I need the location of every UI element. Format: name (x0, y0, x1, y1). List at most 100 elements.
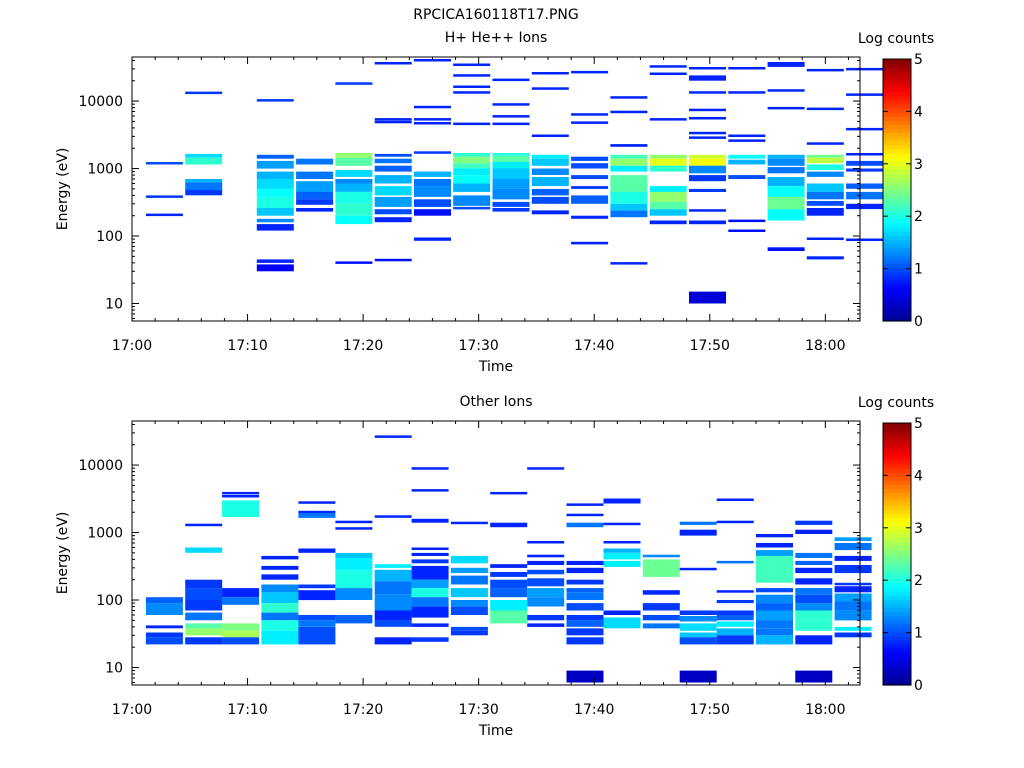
heatmap-cell (296, 191, 334, 200)
colorbar-tick-label: 3 (914, 521, 923, 537)
heatmap-cell (806, 142, 844, 145)
heatmap-cell (298, 501, 336, 504)
colorbar-segment (883, 676, 911, 682)
colorbar-segment (883, 455, 911, 461)
colorbar-segment (883, 292, 911, 298)
colorbar-segment (883, 59, 911, 64)
heatmap-cell (603, 498, 641, 504)
heatmap-cell (834, 555, 872, 561)
y-tick-label: 1000 (87, 526, 123, 542)
heatmap-cell (450, 555, 488, 564)
heatmap-cell (411, 606, 449, 618)
heatmap-cell (492, 168, 530, 179)
heatmap-cell (571, 121, 609, 124)
colorbar-segment (883, 549, 911, 555)
heatmap-cell (453, 175, 491, 184)
heatmap-cell (492, 179, 530, 189)
heatmap-cell (222, 495, 260, 498)
colorbar-segment (883, 492, 911, 498)
heatmap-cell (527, 569, 565, 575)
heatmap-cell (689, 117, 726, 120)
heatmap-cell (335, 558, 373, 570)
colorbar-segment (883, 218, 911, 224)
heatmap-cell (185, 153, 223, 158)
colorbar-segment (883, 304, 911, 310)
heatmap-cell (531, 188, 569, 196)
heatmap-cell (296, 181, 334, 192)
colorbar-segment (883, 504, 911, 510)
heatmap-cell (610, 203, 648, 211)
heatmap-cell (298, 590, 336, 601)
colorbar-segment (883, 648, 911, 653)
colorbar-segment (883, 488, 911, 494)
colorbar-segment (883, 177, 911, 183)
heatmap-cell (571, 241, 609, 245)
heatmap-cell (806, 164, 844, 170)
heatmap-cell (716, 621, 754, 627)
heatmap-cell (185, 600, 223, 611)
heatmap-cell (795, 520, 833, 525)
colorbar-segment (883, 578, 911, 584)
colorbar-segment (883, 312, 911, 318)
colorbar-segment (883, 447, 911, 453)
heatmap-cell (527, 623, 565, 627)
colorbar-segment (883, 63, 911, 68)
colorbar-segment (883, 423, 911, 428)
colorbar-segment (883, 271, 911, 277)
heatmap-cell (679, 623, 717, 631)
colorbar-tick-label: 4 (914, 468, 923, 484)
x-tick-label: 17:10 (227, 702, 267, 718)
colorbar-segment (883, 639, 911, 645)
heatmap-cell (846, 191, 884, 200)
colorbar: 0 1 2 3 4 5 (882, 416, 923, 694)
heatmap-cell (689, 131, 726, 135)
colorbar-segment (883, 284, 911, 289)
x-tick-label: 17:00 (112, 702, 152, 718)
heatmap-cell (261, 620, 299, 631)
heatmap-cell (414, 171, 451, 177)
colorbar-segment (883, 619, 911, 625)
heatmap-cell (296, 199, 334, 205)
heatmap-cell (261, 592, 299, 604)
colorbar-segment (883, 247, 911, 252)
colorbar-segment (883, 439, 911, 445)
heatmap-cell (261, 565, 299, 570)
heatmap-cell (767, 196, 805, 210)
colorbar-tick-label: 2 (914, 209, 923, 225)
colorbar-segment (883, 181, 911, 187)
colorbar-segment (883, 128, 911, 134)
colorbar-segment (883, 75, 911, 81)
heatmap-cell (767, 89, 805, 92)
heatmap-cell (414, 237, 451, 241)
heatmap-cell (450, 606, 488, 615)
heatmap-cell (566, 620, 604, 627)
colorbar-segment (883, 496, 911, 502)
colorbar-segment (883, 99, 911, 105)
heatmap-cell (185, 637, 223, 645)
heatmap-cell (566, 615, 604, 621)
heatmap-cell (531, 72, 569, 75)
colorbar-segment (883, 71, 911, 76)
colorbar-segment (883, 574, 911, 580)
heatmap-cell (806, 183, 844, 192)
heatmap-cell (414, 179, 451, 187)
colorbar-segment (883, 611, 911, 616)
heatmap-cell (411, 552, 449, 556)
heatmap-cell (566, 637, 604, 645)
heatmap-cell (571, 175, 609, 179)
heatmap-cell (411, 559, 449, 564)
heatmap-cell (603, 548, 641, 553)
y-axis: 10 100 1000 10000 (78, 423, 860, 683)
heatmap-cell (679, 632, 717, 638)
heatmap-cell (610, 158, 648, 166)
colorbar-segment (883, 140, 911, 146)
colorbar: 0 1 2 3 4 5 (882, 52, 923, 330)
x-tick-label: 17:30 (458, 338, 498, 354)
heatmap-cell (453, 153, 491, 157)
heatmap-cell (298, 626, 336, 645)
heatmap-cell (795, 670, 833, 683)
heatmap-cell (649, 165, 687, 172)
heatmap-cell (689, 291, 726, 304)
colorbar-segment (883, 104, 911, 109)
